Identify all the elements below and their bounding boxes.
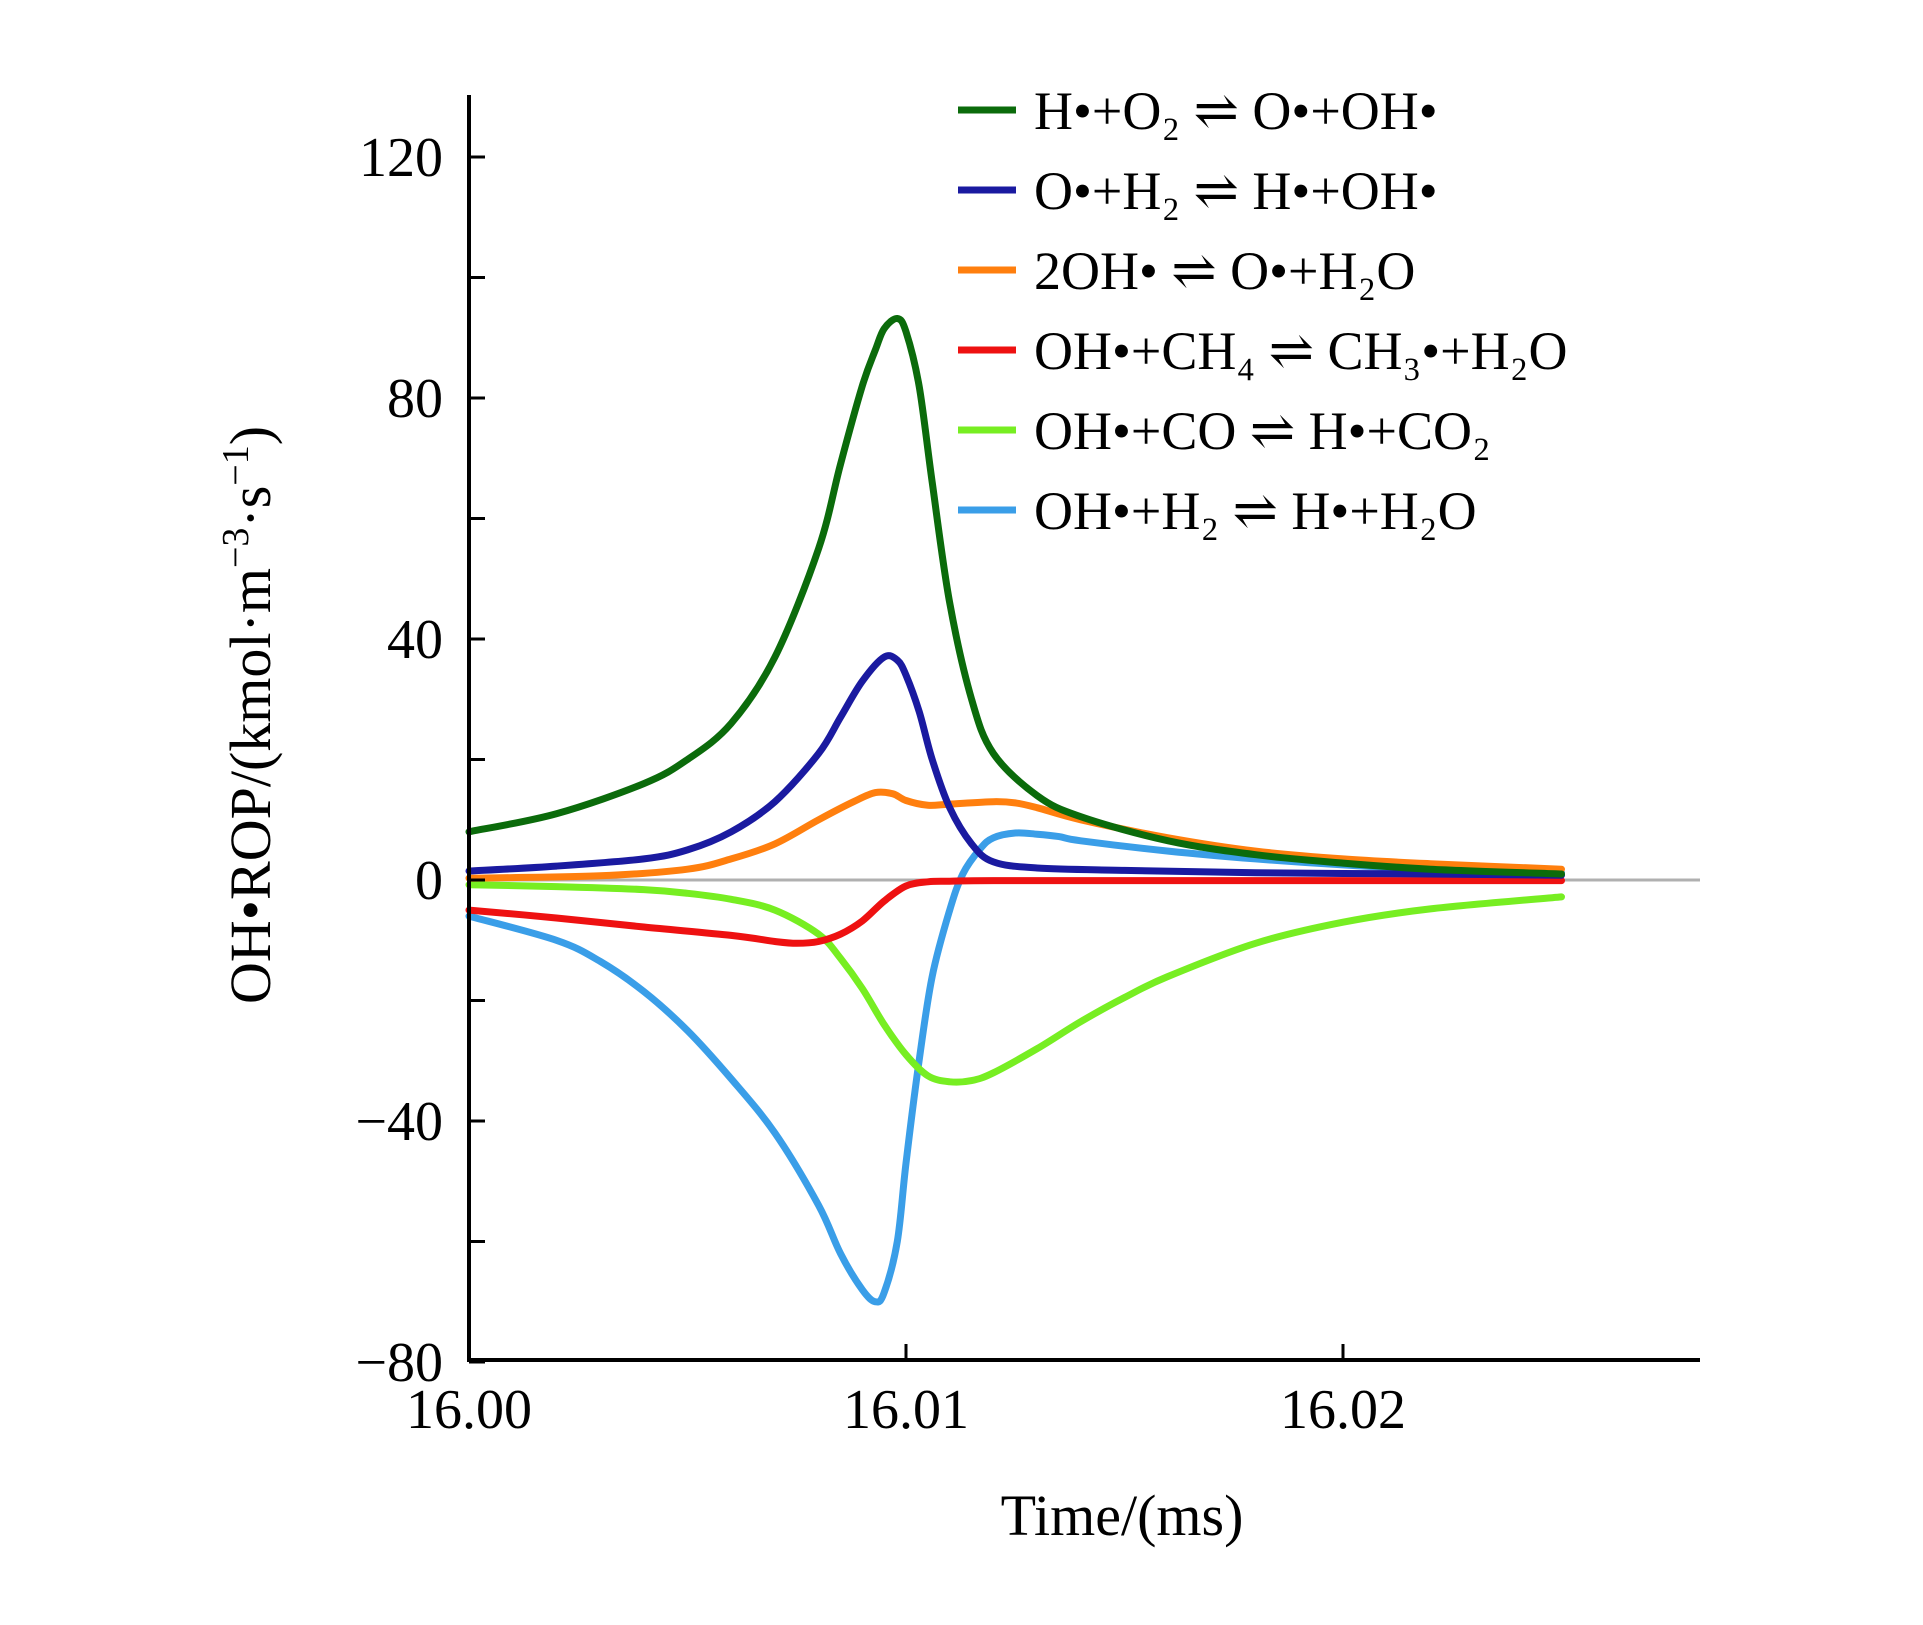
- series-line-1: [465, 315, 1565, 878]
- series-line-4: [465, 877, 1565, 947]
- legend-label-2: O•+H₂ ⇌ H•+OH•: [1034, 161, 1438, 221]
- y-axis-title-sup2: −1: [215, 445, 257, 485]
- legend-label-6: OH•+H₂ ⇌ H•+H₂O: [1034, 481, 1477, 541]
- x-tick-label: 16.02: [1280, 1379, 1406, 1441]
- y-axis-title-close: ): [218, 426, 283, 445]
- series-line-2: [465, 652, 1565, 879]
- ticks: −80 −40 0 40 80 120 16.00 16.01 16.02: [355, 127, 1406, 1441]
- legend-label-3: 2OH• ⇌ O•+H₂O: [1034, 241, 1415, 301]
- legend-label-4: OH•+CH₄ ⇌ CH₃•+H₂O: [1034, 321, 1567, 381]
- series-line-5: [465, 881, 1565, 1086]
- y-axis-title-main: OH•ROP/(kmol·m: [218, 568, 283, 1004]
- series-line-3: [465, 788, 1565, 882]
- y-axis-title-sup1: −3: [215, 528, 257, 568]
- series-layer: [465, 315, 1565, 1306]
- legend: H•+O₂ ⇌ O•+OH• O•+H₂ ⇌ H•+OH• 2OH• ⇌ O•+H₂…: [958, 81, 1567, 541]
- y-tick-label: −40: [355, 1091, 443, 1153]
- y-tick-label: −80: [355, 1332, 443, 1394]
- x-tick-label: 16.01: [843, 1379, 969, 1441]
- y-axis-title-dot: ·s: [218, 486, 283, 528]
- legend-label-1: H•+O₂ ⇌ O•+OH•: [1034, 81, 1438, 141]
- axes: [467, 95, 1700, 1362]
- x-tick-label: 16.00: [406, 1379, 532, 1441]
- y-axis-title: OH•ROP/(kmol·m−3·s−1): [215, 426, 283, 1004]
- series-line-6: [465, 829, 1565, 1306]
- legend-label-5: OH•+CO ⇌ H•+CO₂: [1034, 401, 1491, 461]
- y-tick-label: 80: [387, 368, 443, 430]
- x-axis-title: Time/(ms): [1001, 1483, 1244, 1548]
- y-tick-label: 40: [387, 609, 443, 671]
- y-tick-label: 120: [359, 127, 443, 189]
- y-tick-label: 0: [415, 850, 443, 912]
